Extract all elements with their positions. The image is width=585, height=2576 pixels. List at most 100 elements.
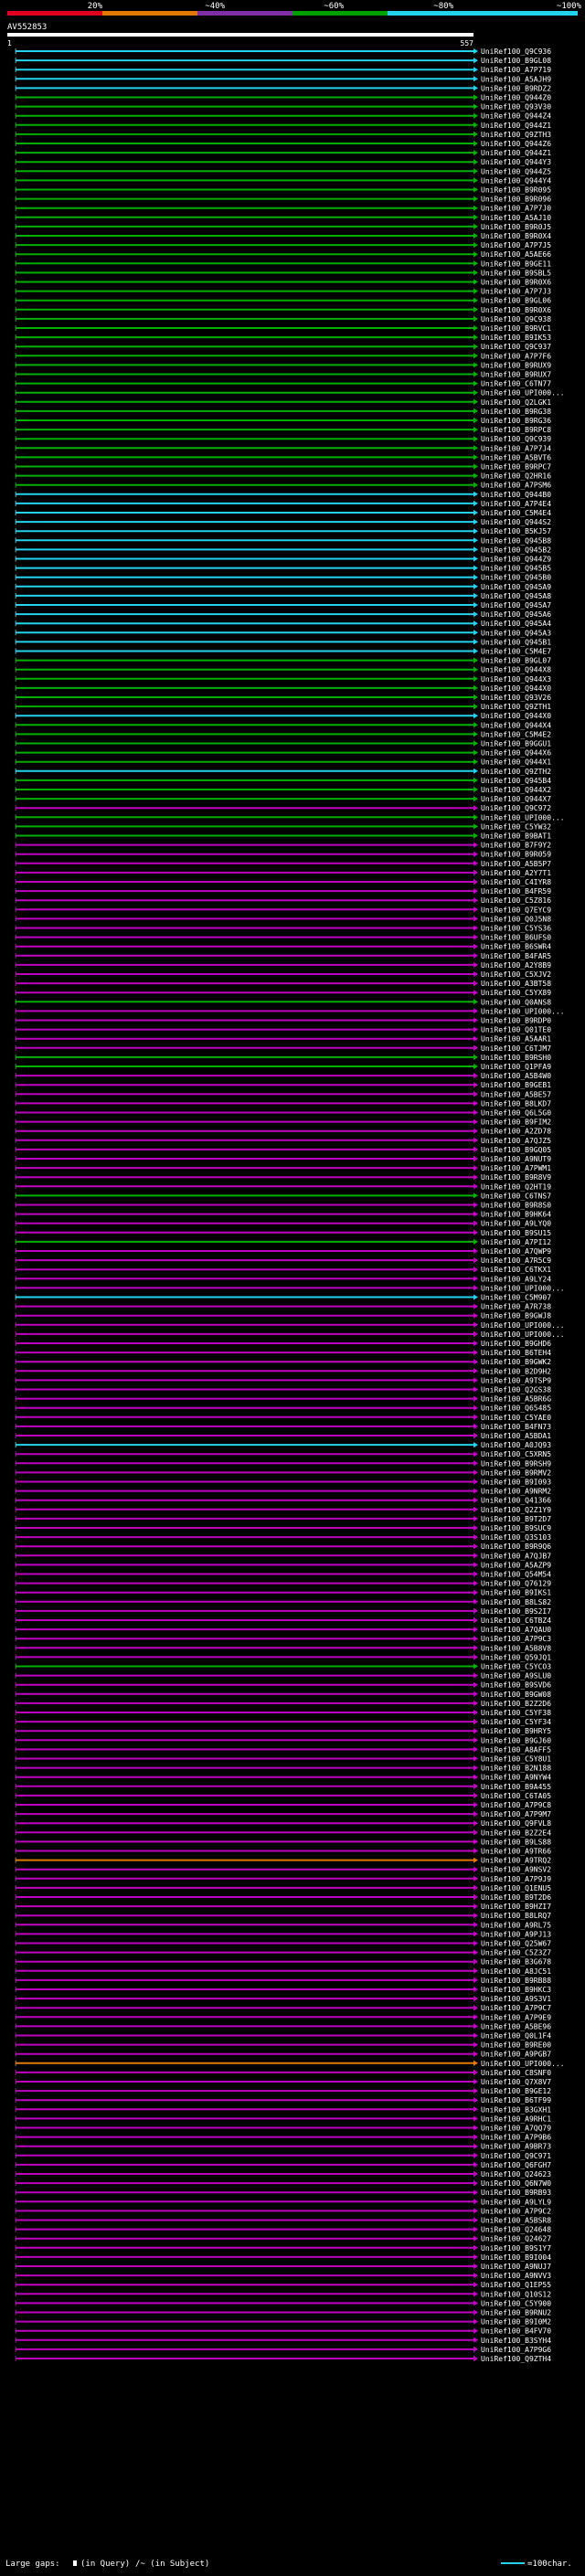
- hit-label[interactable]: UniRef100_A5B4W0: [481, 1072, 551, 1080]
- hit-row[interactable]: UniRef100_A5BVT6: [15, 453, 551, 461]
- hit-label[interactable]: UniRef100_A7P9C8: [481, 1801, 551, 1809]
- hit-row[interactable]: UniRef100_B9GL08: [15, 57, 551, 65]
- hit-label[interactable]: UniRef100_A7P9C7: [481, 2004, 551, 2012]
- hit-row[interactable]: UniRef100_B9RPC7: [15, 463, 551, 472]
- hit-row[interactable]: UniRef100_B9R0X4: [15, 232, 551, 240]
- hit-label[interactable]: UniRef100_B9RG38: [481, 408, 551, 416]
- hit-label[interactable]: UniRef100_Q1EP55: [481, 2281, 551, 2289]
- hit-label[interactable]: UniRef100_C5YX89: [481, 989, 551, 997]
- hit-row[interactable]: UniRef100_A7PI12: [15, 1238, 551, 1246]
- hit-row[interactable]: UniRef100_C5Y900: [15, 2299, 551, 2307]
- hit-row[interactable]: UniRef100_A5AZP9: [15, 1561, 551, 1569]
- hit-row[interactable]: UniRef100_A7P7J0: [15, 205, 551, 213]
- hit-row[interactable]: UniRef100_B9GE11: [15, 260, 551, 268]
- hit-row[interactable]: UniRef100_Q93V26: [15, 694, 551, 702]
- hit-label[interactable]: UniRef100_Q944X3: [481, 675, 551, 684]
- hit-label[interactable]: UniRef100_C5M4E4: [481, 509, 551, 517]
- hit-row[interactable]: UniRef100_A5AJ10: [15, 214, 551, 222]
- hit-label[interactable]: UniRef100_Q945A6: [481, 610, 551, 619]
- hit-row[interactable]: UniRef100_Q945B1: [15, 638, 551, 646]
- hit-label[interactable]: UniRef100_A9S3V1: [481, 1995, 551, 2003]
- hit-row[interactable]: UniRef100_B9RG38: [15, 408, 551, 416]
- hit-label[interactable]: UniRef100_Q945B0: [481, 574, 551, 582]
- hit-row[interactable]: UniRef100_C6TNS7: [15, 1192, 551, 1200]
- hit-row[interactable]: UniRef100_B9RVC1: [15, 324, 551, 333]
- hit-label[interactable]: UniRef100_A5BE96: [481, 2022, 551, 2030]
- hit-label[interactable]: UniRef100_B4FR59: [481, 887, 551, 896]
- hit-row[interactable]: UniRef100_Q9ZTH3: [15, 131, 551, 139]
- hit-label[interactable]: UniRef100_B2N188: [481, 1765, 551, 1773]
- hit-label[interactable]: UniRef100_C5XJV2: [481, 970, 551, 979]
- hit-row[interactable]: UniRef100_B2Z2D6: [15, 1700, 551, 1708]
- hit-row[interactable]: UniRef100_C6TN77: [15, 380, 551, 388]
- hit-row[interactable]: UniRef100_Q944X7: [15, 795, 551, 803]
- hit-label[interactable]: UniRef100_Q9ZTH1: [481, 703, 551, 711]
- hit-row[interactable]: UniRef100_A0JQ93: [15, 1441, 551, 1449]
- hit-row[interactable]: UniRef100_B6TEH4: [15, 1349, 551, 1357]
- hit-label[interactable]: UniRef100_B8LS82: [481, 1598, 551, 1606]
- hit-label[interactable]: UniRef100_B9S2I7: [481, 1607, 551, 1616]
- hit-row[interactable]: UniRef100_Q6N7W0: [15, 2179, 551, 2188]
- hit-label[interactable]: UniRef100_Q944Z4: [481, 112, 551, 121]
- hit-row[interactable]: UniRef100_Q2HT19: [15, 1182, 551, 1191]
- hit-row[interactable]: UniRef100_B9R0J5: [15, 223, 551, 231]
- hit-label[interactable]: UniRef100_C8SNF0: [481, 2069, 551, 2077]
- hit-row[interactable]: UniRef100_B9GGU1: [15, 740, 551, 748]
- hit-row[interactable]: UniRef100_C5Z816: [15, 896, 551, 905]
- hit-label[interactable]: UniRef100_B9RPC7: [481, 463, 551, 472]
- hit-label[interactable]: UniRef100_A9TRQ2: [481, 1857, 551, 1865]
- hit-label[interactable]: UniRef100_B6TEH4: [481, 1349, 551, 1357]
- hit-label[interactable]: UniRef100_Q1PFA9: [481, 1063, 551, 1071]
- hit-row[interactable]: UniRef100_B9RNU2: [15, 2309, 551, 2317]
- hit-row[interactable]: UniRef100_A8JC51: [15, 1967, 551, 1976]
- hit-label[interactable]: UniRef100_B6UFS0: [481, 934, 551, 942]
- hit-label[interactable]: UniRef100_A5BSR8: [481, 2217, 551, 2225]
- hit-label[interactable]: UniRef100_B9GEB1: [481, 1081, 551, 1089]
- hit-row[interactable]: UniRef100_UPI000...: [15, 813, 565, 822]
- hit-label[interactable]: UniRef100_B9GWK2: [481, 1358, 551, 1366]
- hit-row[interactable]: UniRef100_B9GQ05: [15, 1146, 551, 1154]
- hit-row[interactable]: UniRef100_Q1EP55: [15, 2281, 551, 2289]
- hit-label[interactable]: UniRef100_Q945B8: [481, 536, 551, 545]
- hit-label[interactable]: UniRef100_Q7X8V7: [481, 2078, 551, 2086]
- hit-row[interactable]: UniRef100_A7P9J9: [15, 1875, 551, 1883]
- hit-label[interactable]: UniRef100_Q944Z1: [481, 149, 551, 157]
- hit-row[interactable]: UniRef100_B9RSH9: [15, 1459, 551, 1468]
- hit-row[interactable]: UniRef100_Q2GS38: [15, 1386, 551, 1394]
- hit-row[interactable]: UniRef100_C5YAE0: [15, 1414, 551, 1422]
- hit-label[interactable]: UniRef100_Q0L1F4: [481, 2032, 551, 2041]
- hit-label[interactable]: UniRef100_A0JQ93: [481, 1441, 551, 1449]
- hit-label[interactable]: UniRef100_C6TBZ4: [481, 1617, 551, 1625]
- hit-label[interactable]: UniRef100_Q9C971: [481, 2152, 551, 2160]
- hit-label[interactable]: UniRef100_A9TSP9: [481, 1376, 551, 1384]
- hit-label[interactable]: UniRef100_A7QJB7: [481, 1552, 551, 1560]
- hit-label[interactable]: UniRef100_C5Y900: [481, 2299, 551, 2307]
- hit-label[interactable]: UniRef100_A7P9C2: [481, 2207, 551, 2215]
- hit-row[interactable]: UniRef100_B9R9Q6: [15, 1542, 551, 1551]
- hit-row[interactable]: UniRef100_A5BSR8: [15, 2217, 551, 2225]
- hit-label[interactable]: UniRef100_Q25W67: [481, 1940, 551, 1948]
- hit-row[interactable]: UniRef100_A5BR6G: [15, 1395, 551, 1404]
- hit-label[interactable]: UniRef100_Q3S103: [481, 1533, 551, 1542]
- hit-row[interactable]: UniRef100_A7P7J4: [15, 444, 551, 452]
- hit-label[interactable]: UniRef100_B9BAT1: [481, 832, 551, 841]
- hit-label[interactable]: UniRef100_Q945B1: [481, 638, 551, 646]
- hit-row[interactable]: UniRef100_A7QQ79: [15, 2125, 551, 2133]
- hit-label[interactable]: UniRef100_Q944X0: [481, 684, 551, 693]
- hit-row[interactable]: UniRef100_B9SBL5: [15, 269, 551, 277]
- hit-row[interactable]: UniRef100_B3GXH1: [15, 2105, 551, 2114]
- hit-row[interactable]: UniRef100_Q945A4: [15, 620, 551, 628]
- hit-row[interactable]: UniRef100_A9RHC1: [15, 2115, 551, 2123]
- hit-label[interactable]: UniRef100_UPI000...: [481, 2060, 565, 2068]
- hit-label[interactable]: UniRef100_B9HZI7: [481, 1903, 551, 1911]
- hit-label[interactable]: UniRef100_Q2HR16: [481, 472, 551, 481]
- hit-row[interactable]: UniRef100_A7P9E9: [15, 2013, 551, 2021]
- hit-row[interactable]: UniRef100_B2Z2E4: [15, 1829, 551, 1837]
- hit-label[interactable]: UniRef100_C5YF34: [481, 1718, 551, 1726]
- hit-row[interactable]: UniRef100_Q24648: [15, 2226, 551, 2234]
- hit-row[interactable]: UniRef100_Q944Z0: [15, 94, 551, 102]
- hit-label[interactable]: UniRef100_B9GHD6: [481, 1340, 551, 1348]
- hit-row[interactable]: UniRef100_B9RSH0: [15, 1054, 551, 1062]
- hit-label[interactable]: UniRef100_A7P7J4: [481, 444, 551, 452]
- hit-label[interactable]: UniRef100_Q01TE0: [481, 1026, 551, 1034]
